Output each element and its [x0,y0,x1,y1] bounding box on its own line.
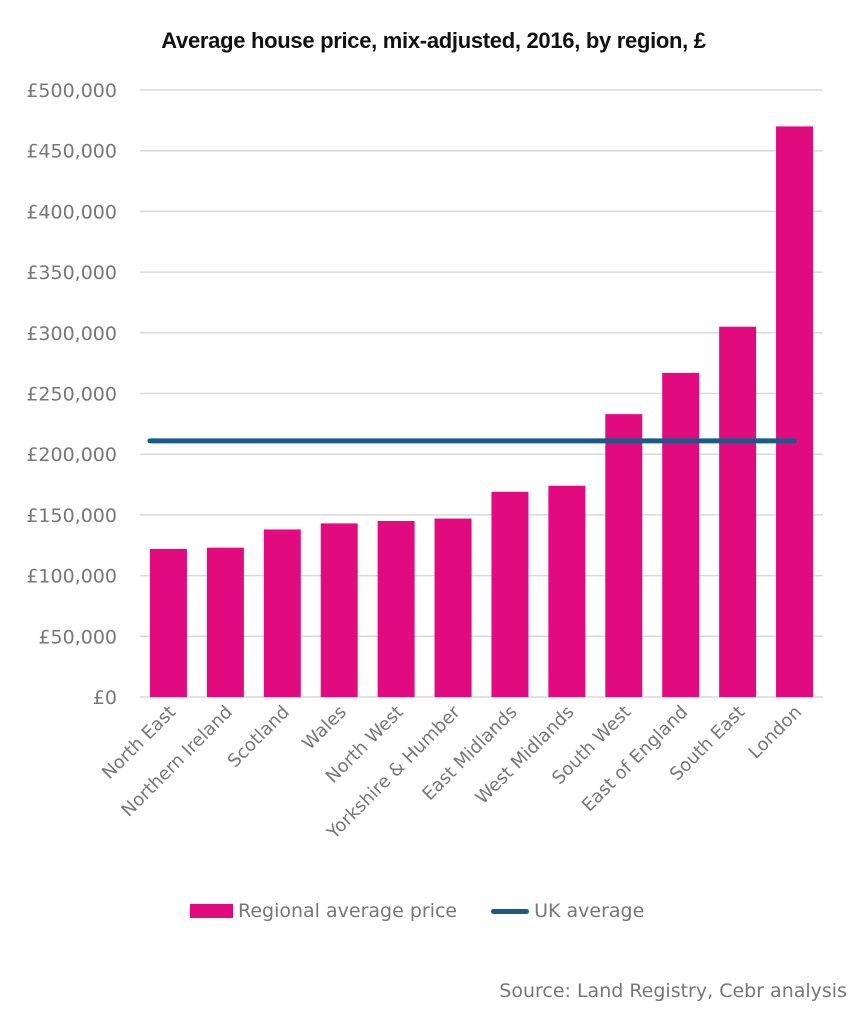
bar [776,126,814,698]
bar [149,548,187,697]
gridlines [140,89,823,698]
chart-plot: £0 £50,000 £100,000 £150,000 £200,000 £250,00… [26,80,823,844]
y-tick-label: £450,000 [26,141,117,163]
y-tick-label: £150,000 [26,505,117,527]
legend: Regional average price UK average [190,900,678,922]
y-tick-label: £200,000 [26,444,117,466]
legend-label-uk-average: UK average [534,900,645,922]
bar [491,491,529,697]
bar [206,547,244,697]
bar [662,372,700,697]
y-tick-label: £250,000 [26,384,117,406]
chart-title: Average house price, mix-adjusted, 2016,… [161,28,706,53]
bar [605,414,643,697]
legend-item-regional: Regional average price [190,900,457,922]
legend-swatch-regional [190,904,233,918]
x-tick-label: East of England [578,702,692,816]
legend-label-regional: Regional average price [238,900,458,922]
bar [548,485,586,697]
y-axis-ticks: £0 £50,000 £100,000 £150,000 £200,000 £250,00… [26,80,117,709]
y-tick-label: £50,000 [38,626,117,648]
x-tick-label: West Midlands [472,702,579,809]
source-note: Source: Land Registry, Cebr analysis [499,980,847,1002]
bar [377,520,415,697]
x-tick-label: Northern Ireland [117,702,236,821]
legend-item-uk-average: UK average [491,900,644,922]
x-tick-label: Wales [298,702,350,754]
y-tick-label: £500,000 [26,80,117,102]
legend-swatch-uk-average [491,908,530,914]
bar-series [149,126,814,698]
y-tick-label: £300,000 [26,323,117,345]
y-tick-label: £350,000 [26,262,117,284]
y-tick-label: £100,000 [26,566,117,588]
bar [719,326,757,697]
bar [320,523,358,697]
bar [263,529,301,697]
x-tick-label: London [745,702,807,764]
x-tick-label: Scotland [224,702,294,772]
bar [434,518,472,697]
y-tick-label: £400,000 [26,201,117,223]
y-tick-label: £0 [93,687,117,709]
